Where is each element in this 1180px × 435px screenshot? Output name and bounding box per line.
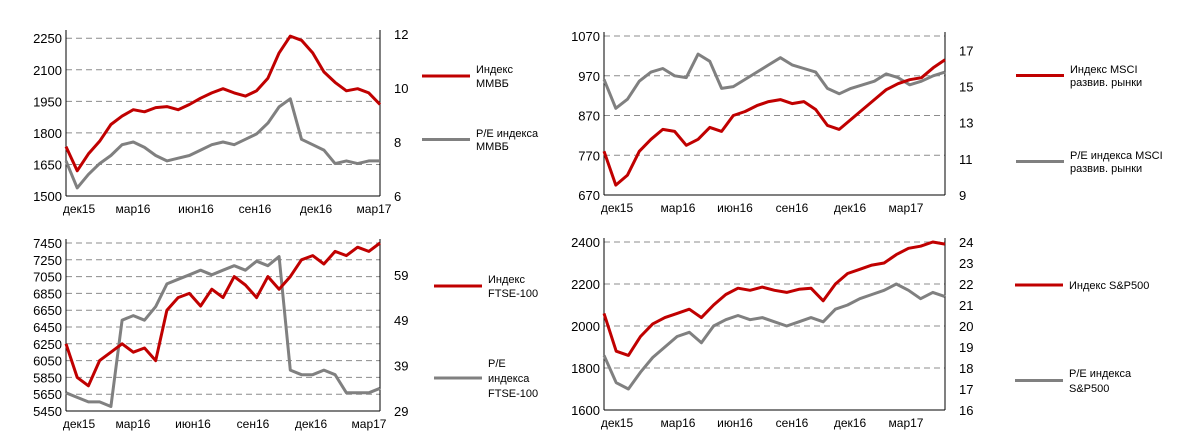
chart-2-y-left-tick: 870 [578,109,600,124]
chart-1-x-tick: июн16 [178,202,214,216]
chart-3-x-tick: июн16 [175,417,211,431]
chart-2-legend-label-1: развив. рынки [1070,77,1142,89]
chart-1-y-right-tick: 6 [394,189,401,204]
chart-4-y-right-tick: 22 [959,277,973,292]
chart-3-y-left-tick: 5650 [33,387,62,402]
chart-3-legend-label-2: FTSE-100 [488,388,538,400]
chart-3-y-left-tick: 6050 [33,354,62,369]
chart-2-legend-label-2: развив. рынки [1070,163,1142,175]
chart-4-x-tick: мар17 [889,416,924,430]
chart-4-y-left-tick: 2200 [571,277,600,292]
chart-1-x-tick: дек15 [63,202,96,216]
chart-2-y-right-tick: 15 [959,80,973,95]
chart-2-x-tick: сен16 [776,201,809,215]
chart-1-legend-label-2: ММВБ [476,141,509,153]
chart-2-legend-label-2: P/E индекса MSCI [1070,150,1163,162]
chart-3-legend-label-2: P/E [488,358,506,370]
chart-1-legend-label-1: Индекс [476,64,513,76]
chart-4-y-left-tick: 2000 [571,319,600,334]
chart-3-y-right-tick: 29 [394,404,408,419]
chart-1-x-tick: сен16 [239,202,272,216]
chart-1-y-right-tick: 12 [394,27,408,42]
chart-1-series-1-line [64,34,382,173]
chart-1-y-left-tick: 1950 [33,94,62,109]
chart-4-y-right-tick: 21 [959,298,973,313]
chart-4-x-tick: июн16 [717,416,753,430]
chart-3-legend-label-1: FTSE-100 [488,288,538,300]
chart-3-y-left-tick: 5850 [33,370,62,385]
chart-4-x-tick: сен16 [776,416,809,430]
chart-3-y-left-tick: 6450 [33,320,62,335]
chart-4-y-right-tick: 16 [959,403,973,418]
chart-3-x-tick: сен16 [237,417,270,431]
chart-3-y-left-tick: 7250 [33,253,62,268]
chart-1-y-left-tick: 1500 [33,189,62,204]
chart-4-y-right-tick: 18 [959,361,973,376]
chart-4-x-tick: дек16 [834,416,867,430]
chart-4-y-right-tick: 23 [959,256,973,271]
chart-2-y-right-tick: 13 [959,116,973,131]
chart-3-y-right-tick: 49 [394,313,408,328]
chart-3-series-2-line [65,255,381,408]
chart-2-y-left-tick: 970 [578,69,600,84]
chart-4-y-left-tick: 2400 [571,235,600,250]
chart-3-series-1-line [64,241,381,388]
chart-1-y-right-tick: 10 [394,81,408,96]
chart-2-x-tick: мар17 [889,201,924,215]
chart-4-x-tick: дек15 [601,416,634,430]
chart-1-x-tick: дек16 [300,202,333,216]
chart-4-y-right-tick: 24 [959,235,973,250]
chart-1-y-right-tick: 8 [394,135,401,150]
chart-3-y-left-tick: 5450 [33,404,62,419]
chart-1-series-2-line [64,97,380,190]
chart-3-y-left-tick: 6650 [33,303,62,318]
chart-1-x-tick: мар17 [357,202,392,216]
chart-3-x-tick: дек15 [63,417,96,431]
chart-4-series-1-line [602,240,946,357]
chart-3-legend-label-1: Индекс [488,274,525,286]
chart-4-x-tick: мар16 [661,416,696,430]
chart-1-y-left-tick: 2100 [33,63,62,78]
chart-3-y-right-tick: 59 [394,268,408,283]
chart-2-y-left-tick: 670 [578,188,600,203]
chart-2-x-tick: мар16 [661,201,696,215]
chart-3-x-tick: мар17 [352,417,387,431]
chart-2-y-right-tick: 17 [959,43,973,58]
chart-2-y-right-tick: 11 [959,152,973,167]
chart-3-y-left-tick: 7050 [33,270,62,285]
chart-4-series-2-line [602,282,946,391]
chart-4-y-left-tick: 1600 [571,403,600,418]
chart-1-y-left-tick: 1650 [33,157,62,172]
chart-3-y-right-tick: 39 [394,359,408,374]
chart-3-y-left-tick: 6250 [33,337,62,352]
chart-2-y-left-tick: 1070 [571,29,600,44]
chart-4-y-left-tick: 1800 [571,361,600,376]
chart-4-y-right-tick: 17 [959,382,973,397]
chart-2-series-2-line [602,52,946,110]
chart-1-y-left-tick: 2250 [33,31,62,46]
chart-3-x-tick: дек16 [295,417,328,431]
chart-4-legend-label-1: Индекс S&P500 [1069,280,1149,292]
chart-2-series-1-line [602,58,946,187]
chart-1-y-left-tick: 1800 [33,126,62,141]
chart-1-x-tick: мар16 [116,202,151,216]
chart-2-x-tick: дек15 [601,201,634,215]
chart-1-legend-label-2: P/E индекса [476,128,539,140]
chart-2-x-tick: июн16 [717,201,753,215]
chart-3-x-tick: мар16 [116,417,151,431]
chart-4-y-right-tick: 19 [959,340,973,355]
chart-2-legend-label-1: Индекс MSCI [1070,64,1138,76]
chart-4-y-right-tick: 20 [959,319,973,334]
chart-2-y-left-tick: 770 [578,148,600,163]
chart-3-y-left-tick: 6850 [33,286,62,301]
chart-4-legend-label-2: P/E индекса [1069,368,1132,380]
chart-3-y-left-tick: 7450 [33,236,62,251]
chart-1-legend-label-1: ММВБ [476,78,509,90]
chart-2-x-tick: дек16 [834,201,867,215]
chart-2-y-right-tick: 9 [959,188,966,203]
chart-3-legend-label-2: индекса [488,373,530,385]
chart-4-legend-label-2: S&P500 [1069,383,1109,395]
